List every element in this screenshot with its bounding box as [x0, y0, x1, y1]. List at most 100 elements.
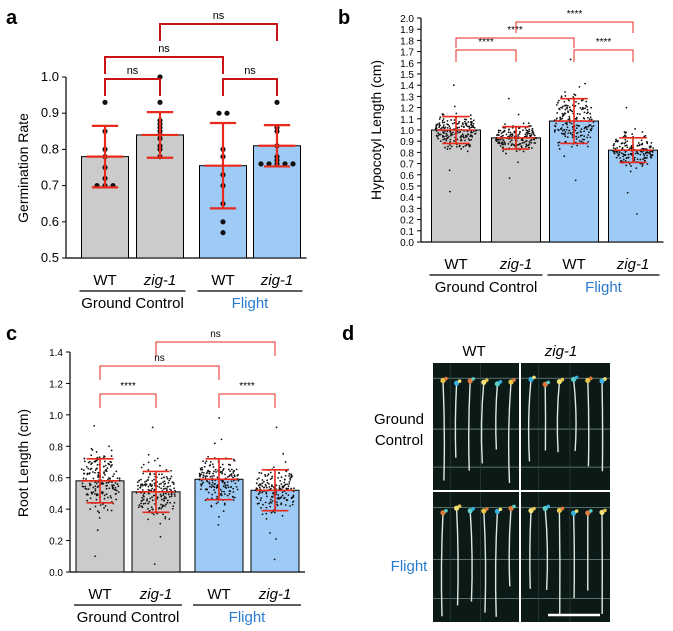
data-point: [141, 484, 144, 487]
y-tick-label: 0.0: [400, 238, 414, 249]
group-label-flight: Flight: [585, 279, 623, 296]
data-point: [591, 125, 593, 128]
data-point: [277, 476, 280, 479]
data-point: [114, 486, 117, 489]
data-point: [275, 426, 278, 429]
cotyledon: [485, 378, 489, 383]
chart-root-length: 0.0 0.2 0.4 0.6 0.8 1.0 1.2 1.4 Root Length (cm)…: [15, 329, 305, 626]
data-point: [585, 104, 587, 107]
data-point: [618, 145, 621, 148]
data-point: [470, 122, 473, 125]
y-axis-label: Hypocotyl Length (cm): [368, 60, 384, 200]
data-point: [147, 461, 150, 464]
data-point: [258, 477, 260, 480]
data-point: [450, 132, 453, 135]
photo-tile: [521, 492, 610, 622]
data-point: [625, 144, 628, 147]
data-point: [624, 154, 627, 157]
data-point: [502, 143, 504, 146]
data-point: [261, 491, 264, 494]
data-point: [168, 496, 171, 498]
bar: [491, 137, 541, 243]
data-point: [280, 503, 283, 506]
data-point: [554, 124, 556, 127]
category-label: WT: [211, 272, 234, 289]
data-point: [259, 499, 262, 502]
data-point: [566, 136, 569, 139]
data-point: [585, 100, 588, 103]
data-point: [287, 487, 290, 490]
data-point: [287, 485, 290, 488]
data-point: [442, 124, 445, 127]
data-point: [232, 491, 235, 493]
data-point: [137, 484, 139, 487]
data-point: [513, 130, 516, 133]
y-tick-label: 1.0: [400, 126, 414, 137]
significance-label: ns: [127, 65, 139, 77]
data-point: [571, 110, 574, 113]
data-point: [288, 475, 290, 477]
data-point: [170, 469, 172, 472]
data-point: [159, 522, 162, 525]
y-tick-label: 0.5: [41, 250, 59, 265]
data-point: [449, 147, 451, 150]
data-point: [93, 424, 96, 427]
data-point: [205, 472, 208, 475]
data-point: [202, 474, 205, 477]
data-point: [109, 495, 112, 497]
significance-label: ****: [596, 37, 612, 48]
y-tick-label: 1.6: [400, 59, 414, 70]
panel-letter-c: c: [6, 323, 17, 345]
data-point: [566, 126, 569, 129]
data-point: [137, 488, 139, 491]
data-point: [576, 144, 579, 147]
data-point: [84, 485, 87, 488]
data-point: [284, 474, 287, 477]
significance-bracket: [159, 23, 278, 41]
data-point: [288, 481, 291, 483]
data-point: [574, 104, 577, 107]
data-point: [163, 495, 166, 498]
data-point: [164, 487, 167, 490]
data-point: [163, 505, 166, 507]
data-point: [567, 118, 570, 121]
significance-label: ****: [567, 9, 583, 20]
y-tick-label: 0.8: [41, 141, 59, 156]
data-point: [579, 130, 582, 133]
data-point: [651, 154, 654, 156]
data-point: [96, 529, 99, 532]
data-point: [161, 504, 164, 507]
seedling: [468, 380, 471, 471]
chart-germination-rate: 0.5 0.6 0.7 0.8 0.9 1.0 Germination Rate ns ns ns…: [15, 10, 307, 312]
data-point: [256, 497, 259, 500]
data-point: [226, 481, 229, 484]
data-point: [215, 502, 218, 505]
data-point: [577, 102, 580, 105]
data-point: [146, 498, 149, 501]
data-point: [636, 145, 639, 147]
data-point: [530, 138, 533, 141]
data-point: [211, 463, 214, 466]
data-point: [261, 513, 264, 516]
data-point: [586, 105, 588, 108]
cotyledon: [556, 507, 563, 514]
cotyledon: [494, 381, 500, 387]
data-point: [498, 142, 501, 145]
data-point: [467, 138, 470, 140]
cotyledon: [589, 509, 593, 513]
data-point: [588, 131, 590, 134]
data-point: [230, 473, 233, 476]
data-point: [582, 107, 585, 110]
data-point: [497, 131, 500, 134]
data-point: [92, 486, 95, 489]
seedling: [442, 380, 446, 481]
y-tick-label: 0.3: [400, 204, 414, 215]
data-point: [467, 133, 470, 136]
data-point: [84, 487, 87, 490]
data-point: [531, 129, 533, 132]
data-point: [172, 505, 175, 508]
data-point: [630, 165, 632, 167]
data-point: [223, 481, 226, 484]
data-point: [535, 137, 538, 140]
data-point: [170, 492, 173, 495]
